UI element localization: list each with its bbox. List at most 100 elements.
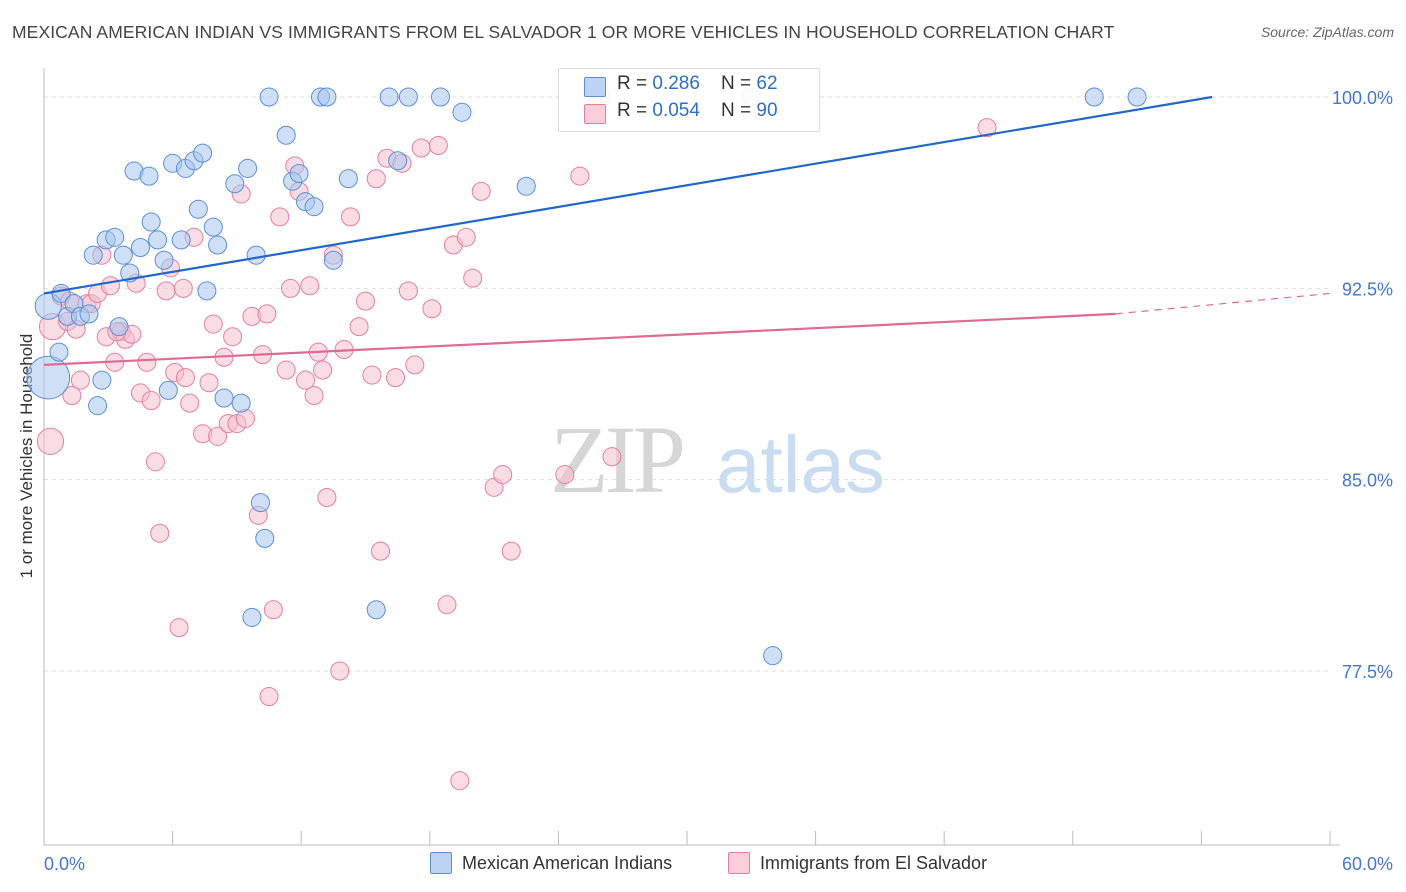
data-point-immigrants-el-salvador — [270, 207, 290, 227]
data-point-mexican-american-indians — [242, 607, 262, 627]
data-point-mexican-american-indians — [214, 388, 234, 408]
legend-swatch-pink — [584, 104, 606, 124]
data-point-mexican-american-indians — [338, 169, 358, 189]
data-point-immigrants-el-salvador — [450, 771, 470, 791]
data-point-mexican-american-indians — [49, 342, 69, 362]
data-point-immigrants-el-salvador — [398, 281, 418, 301]
data-point-immigrants-el-salvador — [428, 135, 448, 155]
data-point-immigrants-el-salvador — [62, 385, 82, 406]
y-tick-label: 85.0% — [1342, 471, 1393, 491]
data-point-mexican-american-indians — [197, 281, 217, 301]
data-point-immigrants-el-salvador — [456, 227, 476, 247]
trend-line-mexican-american-indians — [43, 95, 1213, 295]
data-point-immigrants-el-salvador — [208, 426, 228, 446]
data-point-mexican-american-indians — [763, 646, 783, 666]
data-point-immigrants-el-salvador — [70, 370, 90, 390]
data-point-immigrants-el-salvador — [263, 600, 283, 620]
data-point-immigrants-el-salvador — [366, 169, 386, 189]
data-point-mexican-american-indians — [193, 143, 213, 163]
data-point-mexican-american-indians — [246, 245, 266, 265]
legend-r-label: R = — [617, 100, 653, 121]
trend-lines — [43, 95, 1331, 366]
data-point-immigrants-el-salvador — [411, 138, 431, 158]
legend-text-pink: R = 0.054 N = 90 — [617, 100, 778, 122]
data-point-immigrants-el-salvador — [175, 368, 195, 388]
x-tick-label: 0.0% — [44, 854, 85, 874]
data-point-mexican-american-indians — [323, 250, 343, 270]
data-point-immigrants-el-salvador — [555, 465, 575, 485]
data-point-immigrants-el-salvador — [471, 181, 491, 201]
data-point-mexican-american-indians — [158, 380, 178, 400]
data-point-immigrants-el-salvador — [355, 291, 376, 311]
data-point-immigrants-el-salvador — [156, 281, 176, 301]
data-point-immigrants-el-salvador — [313, 360, 333, 380]
legend-n-label: N = — [721, 73, 757, 94]
data-point-mexican-american-indians — [109, 317, 129, 337]
chart-title: MEXICAN AMERICAN INDIAN VS IMMIGRANTS FR… — [12, 22, 1115, 42]
data-point-mexican-american-indians — [171, 230, 191, 250]
data-point-mexican-american-indians — [398, 87, 418, 107]
data-point-immigrants-el-salvador — [602, 447, 622, 467]
data-point-immigrants-el-salvador — [223, 327, 243, 347]
legend-r-label: R = — [617, 73, 653, 94]
y-tick-label: 100.0% — [1332, 88, 1393, 108]
data-point-immigrants-el-salvador — [501, 541, 521, 561]
data-point-immigrants-el-salvador — [340, 207, 361, 227]
data-point-mexican-american-indians — [250, 493, 270, 513]
axes: 1 or more Vehicles in Household — [17, 68, 1340, 846]
data-point-immigrants-el-salvador — [317, 488, 337, 508]
data-point-immigrants-el-salvador — [295, 370, 316, 390]
data-point-mexican-american-indians — [154, 250, 174, 270]
data-point-mexican-american-indians — [79, 304, 99, 324]
data-point-mexican-american-indians — [317, 87, 337, 107]
data-point-mexican-american-indians — [1127, 87, 1147, 107]
legend-n-label: N = — [721, 100, 757, 121]
data-point-immigrants-el-salvador — [141, 391, 161, 411]
data-point-mexican-american-indians — [141, 212, 161, 232]
trend-line-extension — [1115, 292, 1331, 315]
data-point-mexican-american-indians — [88, 396, 108, 416]
legend-label: Mexican American Indians — [462, 852, 673, 873]
data-point-mexican-american-indians — [139, 166, 159, 186]
data-point-immigrants-el-salvador — [977, 118, 997, 138]
legend-n-value: 62 — [756, 73, 778, 94]
data-point-mexican-american-indians — [26, 355, 71, 400]
legend-item-immigrants-el-salvador[interactable]: Immigrants from El Salvador — [728, 852, 987, 874]
legend-label: Immigrants from El Salvador — [760, 852, 988, 873]
data-point-immigrants-el-salvador — [349, 317, 369, 337]
x-tick-label: 60.0% — [1342, 854, 1393, 874]
data-point-immigrants-el-salvador — [150, 523, 170, 543]
data-point-mexican-american-indians — [238, 158, 258, 178]
data-point-immigrants-el-salvador — [137, 352, 157, 372]
data-point-mexican-american-indians — [130, 237, 150, 258]
data-point-immigrants-el-salvador — [362, 365, 382, 385]
data-point-mexican-american-indians — [366, 600, 386, 620]
legend-text-blue: R = 0.286 N = 62 — [617, 73, 778, 95]
legend-n-value: 90 — [756, 100, 778, 121]
y-tick-label: 92.5% — [1342, 279, 1393, 299]
legend-item-mexican-american-indians[interactable]: Mexican American Indians — [430, 852, 672, 874]
data-point-mexican-american-indians — [379, 87, 399, 107]
data-point-mexican-american-indians — [430, 87, 451, 107]
legend-r-value: 0.286 — [652, 73, 700, 94]
data-point-immigrants-el-salvador — [259, 686, 279, 707]
data-point-immigrants-el-salvador — [199, 373, 219, 393]
data-point-immigrants-el-salvador — [385, 368, 406, 388]
data-point-mexican-american-indians — [452, 102, 472, 122]
legend-swatch-blue — [430, 852, 452, 874]
data-point-mexican-american-indians — [105, 227, 125, 247]
data-point-immigrants-el-salvador — [437, 595, 457, 615]
y-tick-label: 77.5% — [1342, 662, 1393, 682]
data-point-immigrants-el-salvador — [300, 276, 320, 296]
data-point-immigrants-el-salvador — [257, 304, 277, 324]
data-point-mexican-american-indians — [113, 245, 133, 265]
data-point-mexican-american-indians — [255, 528, 275, 548]
data-point-immigrants-el-salvador — [405, 355, 425, 375]
trend-line-immigrants-el-salvador — [43, 312, 1116, 366]
data-point-immigrants-el-salvador — [304, 385, 324, 406]
correlation-legend: R = 0.286 N = 62 R = 0.054 N = 90 — [558, 68, 820, 132]
source-label: Source: ZipAtlas.com — [1260, 24, 1394, 40]
data-point-immigrants-el-salvador — [330, 661, 350, 681]
series-legend: Mexican American Indians Immigrants from… — [0, 852, 1406, 878]
